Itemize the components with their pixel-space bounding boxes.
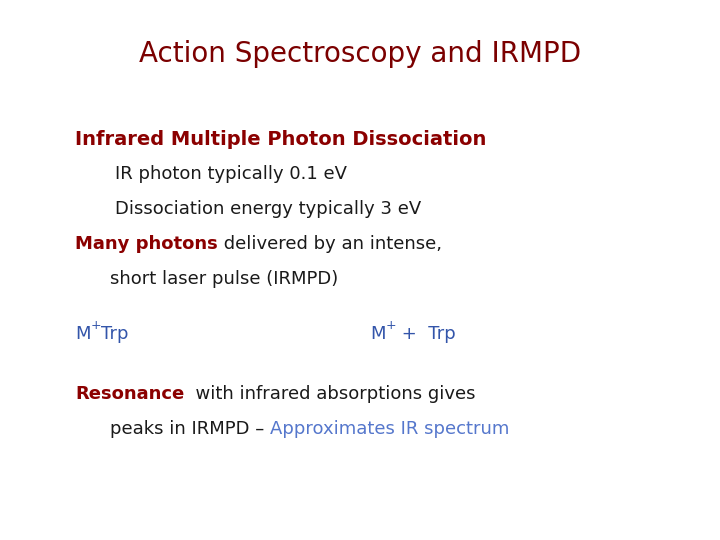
Text: +: + — [385, 319, 396, 332]
Text: M: M — [370, 325, 385, 343]
Text: Action Spectroscopy and IRMPD: Action Spectroscopy and IRMPD — [139, 40, 581, 68]
Text: Trp: Trp — [101, 325, 129, 343]
Text: Dissociation energy typically 3 eV: Dissociation energy typically 3 eV — [115, 200, 421, 218]
Text: peaks in IRMPD –: peaks in IRMPD – — [110, 420, 270, 438]
Text: Many photons: Many photons — [75, 235, 217, 253]
Text: short laser pulse (IRMPD): short laser pulse (IRMPD) — [110, 270, 338, 288]
Text: M: M — [75, 325, 91, 343]
Text: +  Trp: + Trp — [396, 325, 456, 343]
Text: +: + — [385, 319, 396, 332]
Text: +: + — [91, 319, 101, 332]
Text: Approximates IR spectrum: Approximates IR spectrum — [270, 420, 509, 438]
Text: Resonance: Resonance — [75, 385, 184, 403]
Text: +: + — [91, 319, 101, 332]
Text: delivered by an intense,: delivered by an intense, — [217, 235, 442, 253]
Text: Infrared Multiple Photon Dissociation: Infrared Multiple Photon Dissociation — [75, 130, 487, 149]
Text: with infrared absorptions gives: with infrared absorptions gives — [184, 385, 476, 403]
Text: IR photon typically 0.1 eV: IR photon typically 0.1 eV — [115, 165, 347, 183]
